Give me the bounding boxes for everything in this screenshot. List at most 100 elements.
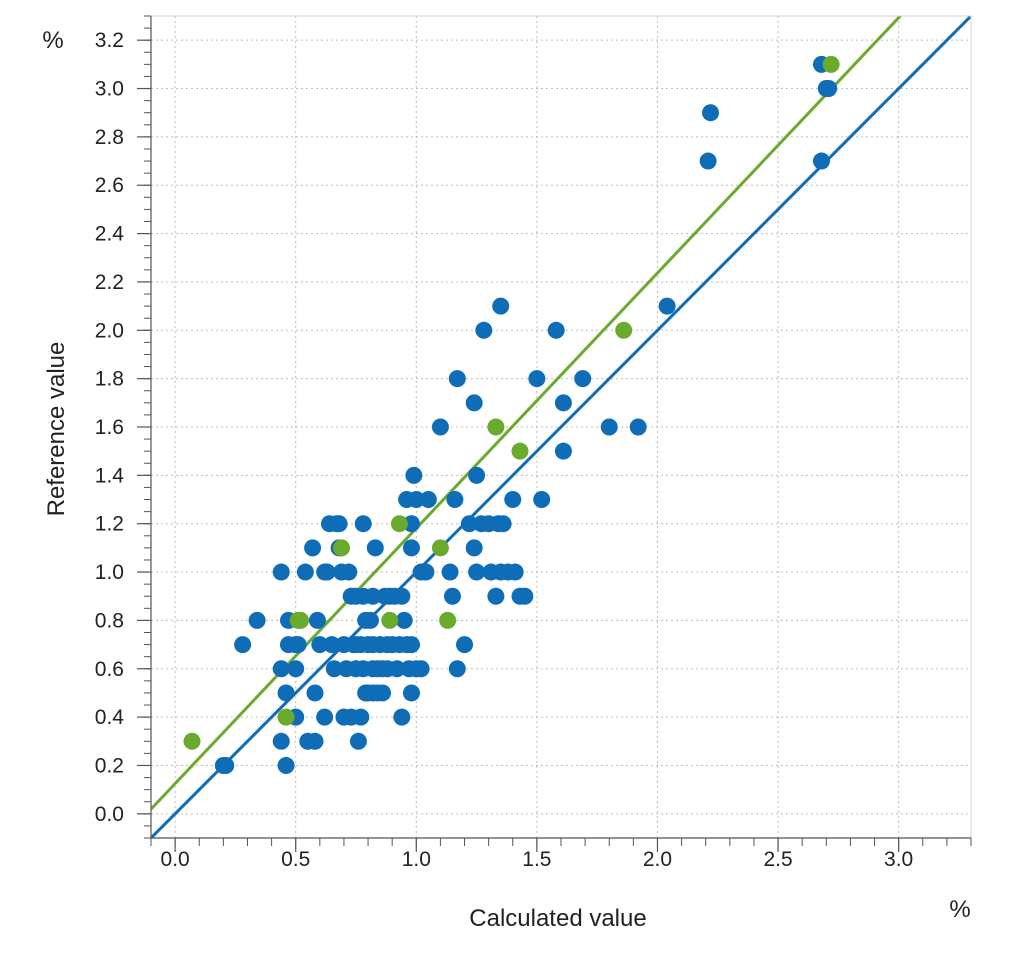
x-tick-label: 3.0 — [884, 848, 913, 871]
data-point-series-0 — [533, 491, 551, 509]
data-point-series-1 — [381, 611, 399, 629]
data-point-series-0 — [277, 684, 295, 702]
y-tick-label: 3.0 — [95, 78, 124, 101]
data-point-series-0 — [516, 587, 534, 605]
data-point-series-0 — [388, 660, 406, 678]
data-point-series-0 — [393, 587, 411, 605]
data-point-series-0 — [318, 563, 336, 581]
data-point-series-0 — [248, 611, 266, 629]
data-point-series-0 — [441, 563, 459, 581]
data-point-series-1 — [511, 442, 529, 460]
data-point-series-0 — [547, 321, 565, 339]
y-tick-label: 3.2 — [95, 29, 124, 52]
x-tick-label: 2.0 — [643, 848, 672, 871]
y-tick-label: 0.8 — [95, 609, 124, 632]
data-point-series-0 — [330, 515, 348, 533]
y-tick-label: 2.4 — [95, 223, 125, 246]
data-point-series-0 — [448, 370, 466, 388]
data-point-series-0 — [468, 563, 486, 581]
data-point-series-0 — [465, 539, 483, 557]
data-point-series-0 — [277, 756, 295, 774]
y-tick-label: 1.4 — [95, 464, 125, 487]
data-point-series-0 — [658, 297, 676, 315]
y-tick-label: 1.6 — [95, 416, 124, 439]
data-point-series-1 — [487, 418, 505, 436]
x-tick-label: 0.5 — [281, 848, 310, 871]
y-axis-title: Reference value — [43, 342, 70, 517]
data-point-series-0 — [456, 636, 474, 654]
data-point-series-0 — [412, 660, 430, 678]
data-point-series-0 — [323, 636, 341, 654]
data-point-series-0 — [629, 418, 647, 436]
data-point-series-0 — [366, 539, 384, 557]
y-tick-label: 0.2 — [95, 754, 124, 777]
y-tick-label: 0.4 — [95, 706, 125, 729]
data-point-series-0 — [702, 104, 720, 122]
data-points — [183, 55, 840, 774]
data-point-series-0 — [468, 466, 486, 484]
data-point-series-0 — [306, 732, 324, 750]
data-point-series-1 — [431, 539, 449, 557]
y-tick-label: 2.0 — [95, 319, 124, 342]
x-axis-unit: % — [949, 896, 970, 923]
data-point-series-0 — [494, 515, 512, 533]
data-point-series-0 — [289, 636, 307, 654]
data-point-series-0 — [446, 491, 464, 509]
data-point-series-0 — [316, 708, 334, 726]
data-point-series-0 — [304, 539, 322, 557]
data-point-series-0 — [349, 732, 367, 750]
data-point-series-0 — [699, 152, 717, 170]
data-point-series-1 — [292, 611, 310, 629]
data-point-series-0 — [354, 515, 372, 533]
data-point-series-0 — [402, 515, 420, 533]
data-point-series-0 — [306, 684, 324, 702]
data-point-series-0 — [361, 611, 379, 629]
x-tick-label: 1.5 — [522, 848, 551, 871]
data-point-series-0 — [419, 491, 437, 509]
data-point-series-0 — [296, 563, 314, 581]
data-point-series-0 — [340, 563, 358, 581]
data-point-series-0 — [465, 394, 483, 412]
data-point-series-1 — [390, 515, 408, 533]
data-point-series-0 — [812, 152, 830, 170]
data-point-series-0 — [402, 684, 420, 702]
data-point-series-1 — [277, 708, 295, 726]
data-point-series-0 — [395, 611, 413, 629]
data-point-series-0 — [402, 539, 420, 557]
data-point-series-0 — [287, 660, 305, 678]
y-tick-label: 2.8 — [95, 126, 124, 149]
data-point-series-0 — [443, 587, 461, 605]
data-point-series-0 — [475, 321, 493, 339]
y-axis-unit: % — [42, 27, 63, 54]
y-tick-label: 1.8 — [95, 368, 124, 391]
data-point-series-0 — [574, 370, 592, 388]
data-point-series-1 — [822, 55, 840, 73]
data-point-series-0 — [528, 370, 546, 388]
data-point-series-0 — [431, 418, 449, 436]
y-tick-label: 0.6 — [95, 658, 124, 681]
data-point-series-0 — [272, 660, 290, 678]
data-point-series-0 — [407, 491, 425, 509]
y-tick-label: 0.0 — [95, 803, 124, 826]
y-tick-label: 1.2 — [95, 513, 124, 536]
data-point-series-0 — [600, 418, 618, 436]
data-point-series-0 — [234, 636, 252, 654]
y-tick-label: 2.2 — [95, 271, 124, 294]
x-tick-label: 1.0 — [402, 848, 431, 871]
data-point-series-1 — [183, 732, 201, 750]
data-point-series-0 — [311, 636, 329, 654]
data-point-series-0 — [554, 442, 572, 460]
data-point-series-0 — [492, 297, 510, 315]
data-point-series-0 — [405, 466, 423, 484]
data-point-series-1 — [333, 539, 351, 557]
x-axis-title: Calculated value — [469, 905, 646, 932]
data-point-series-0 — [402, 636, 420, 654]
data-point-series-0 — [272, 732, 290, 750]
data-point-series-0 — [272, 563, 290, 581]
data-point-series-0 — [417, 563, 435, 581]
data-point-series-0 — [325, 660, 343, 678]
data-point-series-0 — [393, 708, 411, 726]
y-tick-label: 1.0 — [95, 561, 124, 584]
data-point-series-0 — [352, 708, 370, 726]
